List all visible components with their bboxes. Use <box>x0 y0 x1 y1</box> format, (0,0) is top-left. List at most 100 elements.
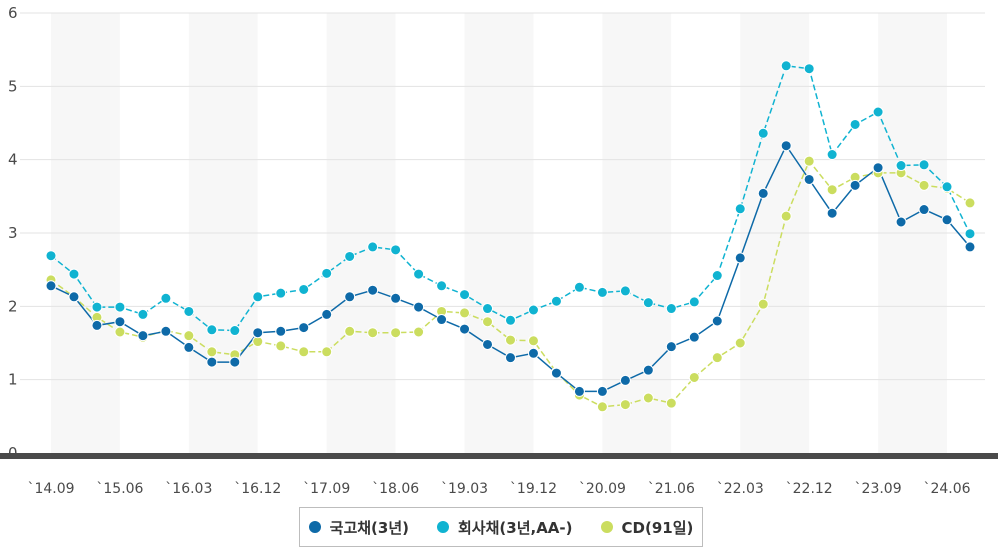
data-point-1 <box>183 305 195 317</box>
data-point-1 <box>459 289 471 301</box>
y-axis-ticks: 0123456 <box>8 4 18 462</box>
legend-label-1: 회사채(3년,AA-) <box>458 518 573 537</box>
data-point-1 <box>780 60 792 72</box>
data-point-0 <box>642 364 654 376</box>
x-tick-label: `15.06 <box>96 481 143 497</box>
y-tick-label: 4 <box>8 151 18 169</box>
legend-label-0: 국고채(3년) <box>329 518 409 537</box>
data-point-2 <box>826 184 838 196</box>
data-point-1 <box>298 283 310 295</box>
data-point-1 <box>91 301 103 313</box>
data-point-2 <box>413 326 425 338</box>
data-point-1 <box>596 286 608 298</box>
data-point-1 <box>941 181 953 193</box>
legend-item-0[interactable]: 국고채(3년) <box>308 517 409 538</box>
data-point-0 <box>849 179 861 191</box>
x-tick-label: `17.09 <box>303 481 350 497</box>
x-tick-label: `20.09 <box>579 481 626 497</box>
data-point-2 <box>964 197 976 209</box>
data-point-1 <box>206 324 218 336</box>
data-point-1 <box>275 287 287 299</box>
data-point-2 <box>344 325 356 337</box>
data-point-1 <box>734 203 746 215</box>
data-point-2 <box>275 340 287 352</box>
x-tick-label: `22.12 <box>786 481 833 497</box>
data-point-0 <box>734 252 746 264</box>
data-point-2 <box>734 337 746 349</box>
series-points <box>45 60 976 413</box>
data-point-0 <box>206 356 218 368</box>
data-point-2 <box>688 371 700 383</box>
data-point-1 <box>252 291 264 303</box>
y-tick-label: 6 <box>8 4 18 22</box>
legend-marker-0 <box>308 521 321 533</box>
data-point-1 <box>665 303 677 315</box>
data-point-2 <box>114 326 126 338</box>
data-point-0 <box>711 315 723 327</box>
data-point-1 <box>642 297 654 309</box>
data-point-2 <box>757 298 769 310</box>
legend: 국고채(3년) 회사채(3년,AA-) CD(91일) <box>299 507 703 547</box>
line-chart: 0123456 `14.09`15.06`16.03`16.12`17.09`1… <box>0 4 998 497</box>
data-point-2 <box>803 155 815 167</box>
data-point-0 <box>826 207 838 219</box>
data-point-1 <box>757 127 769 139</box>
data-point-1 <box>413 268 425 280</box>
legend-label-2: CD(91일) <box>621 518 694 537</box>
data-point-1 <box>436 280 448 292</box>
data-point-1 <box>321 267 333 279</box>
data-point-2 <box>459 307 471 319</box>
data-point-1 <box>849 118 861 130</box>
legend-item-1[interactable]: 회사채(3년,AA-) <box>437 517 573 538</box>
data-point-2 <box>206 346 218 358</box>
data-point-1 <box>344 250 356 262</box>
data-point-0 <box>436 314 448 326</box>
data-point-1 <box>826 149 838 161</box>
data-point-0 <box>459 323 471 335</box>
data-point-1 <box>160 292 172 304</box>
y-tick-label: 2 <box>8 297 18 315</box>
data-point-0 <box>619 374 631 386</box>
data-point-0 <box>114 316 126 328</box>
x-tick-label: `24.06 <box>923 481 970 497</box>
data-point-1 <box>872 106 884 118</box>
y-tick-label: 5 <box>8 77 18 95</box>
data-point-0 <box>137 330 149 342</box>
x-tick-label: `22.03 <box>717 481 764 497</box>
data-point-2 <box>367 327 379 339</box>
data-point-1 <box>895 160 907 172</box>
data-point-0 <box>895 216 907 228</box>
data-point-2 <box>918 179 930 191</box>
x-tick-label: `23.09 <box>855 481 902 497</box>
data-point-0 <box>757 187 769 199</box>
x-tick-label: `18.06 <box>372 481 419 497</box>
data-point-2 <box>482 316 494 328</box>
data-point-0 <box>527 347 539 359</box>
data-point-0 <box>482 338 494 350</box>
data-point-1 <box>482 303 494 315</box>
data-point-2 <box>642 392 654 404</box>
data-point-1 <box>68 268 80 280</box>
data-point-0 <box>688 331 700 343</box>
data-point-1 <box>505 314 516 326</box>
data-point-1 <box>45 250 57 262</box>
data-point-1 <box>711 270 723 282</box>
x-tick-label: `14.09 <box>27 481 74 497</box>
data-point-0 <box>160 325 172 337</box>
data-point-0 <box>803 173 815 185</box>
x-tick-label: `16.03 <box>165 481 212 497</box>
data-point-0 <box>298 322 310 334</box>
data-point-1 <box>688 296 700 308</box>
data-point-0 <box>321 308 333 320</box>
data-point-1 <box>619 285 631 297</box>
data-point-0 <box>183 341 195 353</box>
data-point-0 <box>344 291 356 303</box>
legend-item-2[interactable]: CD(91일) <box>600 517 694 538</box>
data-point-1 <box>390 244 402 256</box>
x-axis-line <box>0 453 998 459</box>
legend-marker-2 <box>600 521 613 533</box>
data-point-0 <box>275 325 287 337</box>
data-point-2 <box>596 401 608 413</box>
data-point-0 <box>918 204 930 216</box>
